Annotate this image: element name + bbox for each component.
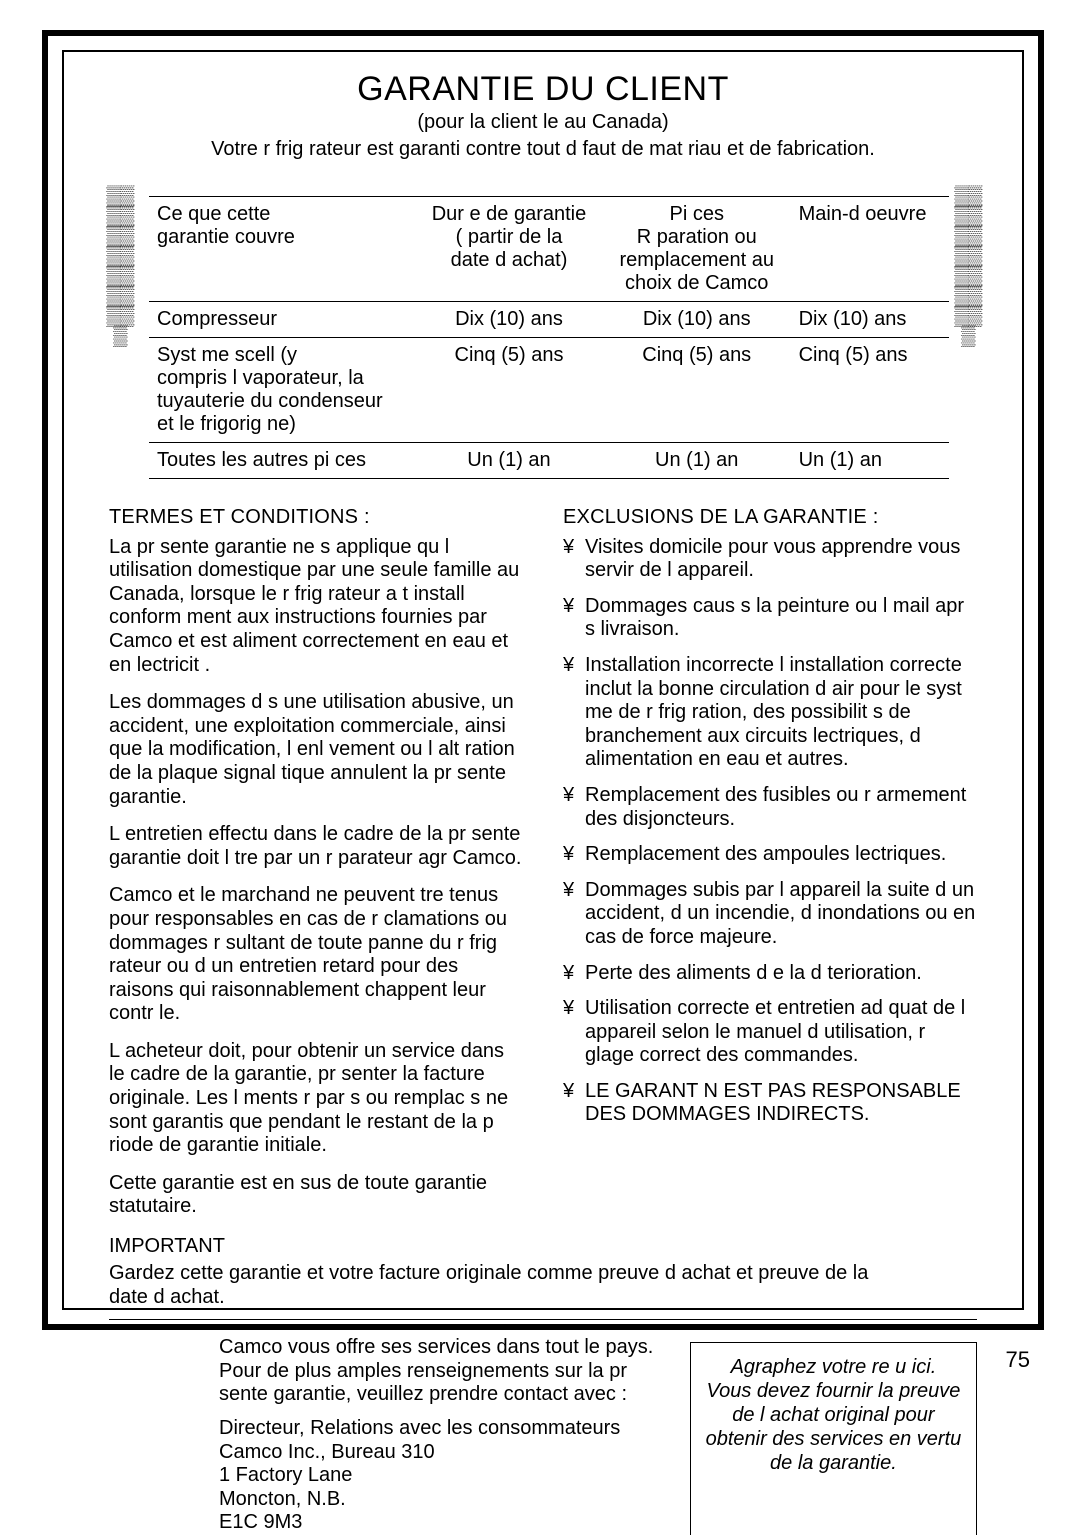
table-cell: Dix (10) ans: [603, 302, 791, 338]
bullet-glyph: ¥: [563, 654, 585, 772]
terms-paragraph: Camco et le marchand ne peuvent tre tenu…: [109, 884, 523, 1026]
terms-body: La pr sente garantie ne s applique qu l …: [109, 536, 523, 1219]
table-cell: Cinq (5) ans: [603, 338, 791, 443]
exclusions-heading: EXCLUSIONS DE LA GARANTIE :: [563, 506, 977, 530]
contact-address: Directeur, Relations avec les consommate…: [219, 1417, 660, 1535]
page-title: GARANTIE DU CLIENT: [109, 70, 977, 109]
exclusion-text: Perte des aliments d e la d terioration.: [585, 962, 922, 986]
terms-paragraph: Cette garantie est en sus de toute garan…: [109, 1172, 523, 1219]
warranty-table-area: ▒ ▒ ▒ ▒ ▒ ▒ ▒ ▒ ▒ ▒ ▒ ▒ ▒ ▒ ▒ ▒ ▒ ▒ ▒ ▒ …: [109, 186, 977, 476]
bullet-glyph: ¥: [563, 962, 585, 986]
exclusion-item: ¥Remplacement des ampoules lectriques.: [563, 843, 977, 867]
table-row: Syst me scell (y compris l vaporateur, l…: [149, 338, 949, 443]
exclusion-item: ¥Dommages subis par l appareil la suite …: [563, 879, 977, 950]
two-column-section: TERMES ET CONDITIONS : La pr sente garan…: [109, 506, 977, 1233]
subtitle-region: (pour la client le au Canada): [109, 111, 977, 134]
contact-info: Camco vous offre ses services dans tout …: [219, 1336, 660, 1535]
exclusion-item: ¥Utilisation correcte et entretien ad qu…: [563, 997, 977, 1068]
exclusion-item: ¥LE GARANT N EST PAS RESPONSABLE DES DOM…: [563, 1080, 977, 1127]
bullet-glyph: ¥: [563, 997, 585, 1068]
bullet-glyph: ¥: [563, 843, 585, 867]
th-coverage: Ce que cette garantie couvre: [149, 197, 415, 302]
table-cell: Cinq (5) ans: [415, 338, 603, 443]
exclusions-column: EXCLUSIONS DE LA GARANTIE : ¥Visites dom…: [563, 506, 977, 1233]
exclusion-item: ¥Dommages caus s la peinture ou l mail a…: [563, 595, 977, 642]
bullet-glyph: ¥: [563, 1080, 585, 1127]
warranty-table: Ce que cette garantie couvre Dur e de ga…: [149, 196, 949, 479]
exclusion-item: ¥Perte des aliments d e la d terioration…: [563, 962, 977, 986]
table-row: Toutes les autres pi cesUn (1) anUn (1) …: [149, 443, 949, 479]
exclusion-item: ¥Installation incorrecte l installation …: [563, 654, 977, 772]
terms-heading: TERMES ET CONDITIONS :: [109, 506, 523, 530]
page-number: 75: [1006, 1347, 1030, 1373]
bullet-glyph: ¥: [563, 595, 585, 642]
table-cell: Un (1) an: [791, 443, 949, 479]
table-cell: Un (1) an: [603, 443, 791, 479]
table-cell: Toutes les autres pi ces: [149, 443, 415, 479]
important-heading: IMPORTANT: [109, 1235, 977, 1258]
exclusion-text: Dommages caus s la peinture ou l mail ap…: [585, 595, 977, 642]
exclusion-text: Installation incorrecte l installation c…: [585, 654, 977, 772]
inner-frame: GARANTIE DU CLIENT (pour la client le au…: [62, 50, 1024, 1310]
bullet-glyph: ¥: [563, 879, 585, 950]
terms-paragraph: La pr sente garantie ne s applique qu l …: [109, 536, 523, 678]
table-cell: Syst me scell (y compris l vaporateur, l…: [149, 338, 415, 443]
exclusion-text: Utilisation correcte et entretien ad qua…: [585, 997, 977, 1068]
receipt-box: Agraphez votre re u ici. Vous devez four…: [690, 1342, 977, 1535]
exclusion-text: Dommages subis par l appareil la suite d…: [585, 879, 977, 950]
subtitle-description: Votre r frig rateur est garanti contre t…: [109, 138, 977, 161]
table-body: CompresseurDix (10) ansDix (10) ansDix (…: [149, 302, 949, 479]
table-cell: Dix (10) ans: [415, 302, 603, 338]
th-parts: Pi ces R paration ou remplacement au cho…: [603, 197, 791, 302]
table-cell: Cinq (5) ans: [791, 338, 949, 443]
exclusions-list: ¥Visites domicile pour vous apprendre vo…: [563, 536, 977, 1127]
bullet-glyph: ¥: [563, 784, 585, 831]
th-labour: Main-d oeuvre: [791, 197, 949, 302]
separator-line: [109, 1319, 977, 1320]
important-paragraph: Gardez cette garantie et votre facture o…: [109, 1262, 977, 1309]
terms-paragraph: L entretien effectu dans le cadre de la …: [109, 823, 523, 870]
table-header-row: Ce que cette garantie couvre Dur e de ga…: [149, 197, 949, 302]
exclusion-item: ¥Visites domicile pour vous apprendre vo…: [563, 536, 977, 583]
exclusion-text: LE GARANT N EST PAS RESPONSABLE DES DOMM…: [585, 1080, 977, 1127]
ornament-right: ▒ ▒ ▒ ▒ ▒ ▒ ▒ ▒ ▒ ▒ ▒ ▒ ▒ ▒ ▒: [952, 186, 982, 346]
bullet-glyph: ¥: [563, 536, 585, 583]
contact-paragraph: Camco vous offre ses services dans tout …: [219, 1336, 660, 1407]
exclusion-text: Remplacement des ampoules lectriques.: [585, 843, 946, 867]
table-cell: Un (1) an: [415, 443, 603, 479]
th-duration: Dur e de garantie ( partir de la date d …: [415, 197, 603, 302]
table-cell: Dix (10) ans: [791, 302, 949, 338]
terms-paragraph: Les dommages d s une utilisation abusive…: [109, 691, 523, 809]
terms-column: TERMES ET CONDITIONS : La pr sente garan…: [109, 506, 523, 1233]
ornament-left: ▒ ▒ ▒ ▒ ▒ ▒ ▒ ▒ ▒ ▒ ▒ ▒ ▒ ▒ ▒: [104, 186, 134, 346]
table-cell: Compresseur: [149, 302, 415, 338]
exclusion-text: Remplacement des fusibles ou r armement …: [585, 784, 977, 831]
exclusion-text: Visites domicile pour vous apprendre vou…: [585, 536, 977, 583]
terms-paragraph: L acheteur doit, pour obtenir un service…: [109, 1040, 523, 1158]
table-row: CompresseurDix (10) ansDix (10) ansDix (…: [149, 302, 949, 338]
bottom-section: Camco vous offre ses services dans tout …: [109, 1336, 977, 1535]
outer-frame: GARANTIE DU CLIENT (pour la client le au…: [42, 30, 1044, 1330]
exclusion-item: ¥Remplacement des fusibles ou r armement…: [563, 784, 977, 831]
